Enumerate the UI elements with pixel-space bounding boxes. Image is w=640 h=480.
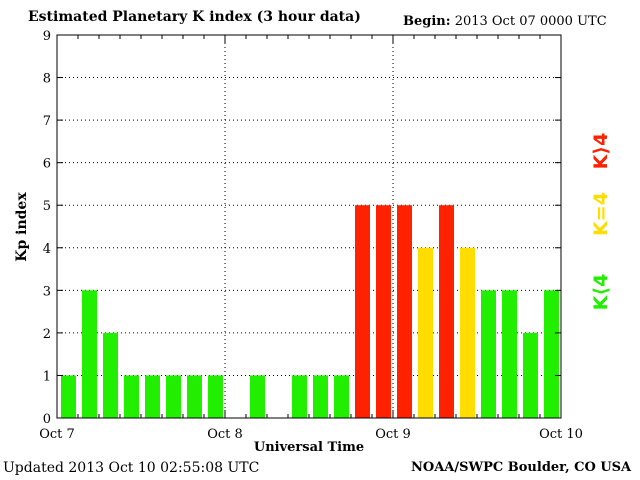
kp-bar [187, 375, 202, 418]
kp-bar [61, 375, 76, 418]
y-tick-label: 1 [43, 369, 51, 384]
kp-bar [439, 205, 454, 418]
begin-time: Begin: 2013 Oct 07 0000 UTC [403, 14, 607, 29]
y-axis-label: Kp index [14, 192, 30, 262]
y-tick-label: 7 [43, 114, 51, 129]
y-tick-label: 6 [43, 157, 51, 172]
kp-bar [460, 247, 475, 418]
y-tick-label: 0 [43, 412, 51, 427]
kp-bar [208, 375, 223, 418]
kp-bar [523, 332, 538, 418]
kp-bar [502, 290, 517, 418]
y-tick-label: 2 [43, 327, 51, 342]
y-tick-label: 8 [43, 72, 51, 87]
kp-bar [250, 375, 265, 418]
x-tick-label: Oct 8 [207, 427, 243, 442]
kp-bar [103, 332, 118, 418]
credit-text: NOAA/SWPC Boulder, CO USA [411, 460, 632, 475]
kp-bar [166, 375, 181, 418]
legend-high: K⟩4 [590, 132, 612, 170]
y-tick-label: 9 [43, 29, 51, 44]
begin-label: Begin: [403, 14, 451, 29]
begin-value: 2013 Oct 07 0000 UTC [454, 14, 607, 29]
kp-bar [355, 205, 370, 418]
kp-bar [124, 375, 139, 418]
y-tick-label: 4 [43, 242, 51, 257]
y-tick-label: 3 [43, 284, 51, 299]
kp-bar [334, 375, 349, 418]
legend-equal: K=4 [590, 192, 612, 236]
kp-bar [376, 205, 391, 418]
updated-timestamp: Updated 2013 Oct 10 02:55:08 UTC [3, 460, 260, 476]
kp-bar [481, 290, 496, 418]
x-axis-label: Universal Time [253, 440, 365, 455]
x-tick-label: Oct 7 [39, 427, 75, 442]
x-tick-label: Oct 9 [375, 427, 411, 442]
kp-bar [397, 205, 412, 418]
kp-bar [418, 247, 433, 418]
kp-bar [82, 290, 97, 418]
x-tick-label: Oct 10 [539, 427, 583, 442]
kp-bar [145, 375, 160, 418]
kp-bar [313, 375, 328, 418]
y-tick-label: 5 [43, 199, 51, 214]
chart-title: Estimated Planetary K index (3 hour data… [28, 9, 361, 25]
kp-bar [544, 290, 559, 418]
kp-bar [292, 375, 307, 418]
legend-low: K⟨4 [590, 273, 612, 311]
